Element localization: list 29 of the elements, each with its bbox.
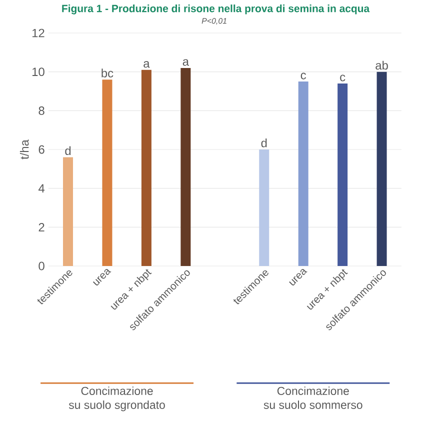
text: Concimazione su suolo sommerso	[264, 386, 362, 409]
data-label: ab	[376, 60, 388, 70]
x-tick-label: urea	[289, 268, 308, 286]
y-tick-label: 4	[38, 184, 45, 192]
bar	[298, 82, 308, 266]
y-tick-label: 6	[38, 145, 44, 154]
data-label: a	[182, 59, 189, 66]
data-label: bc	[102, 68, 114, 78]
bar	[338, 83, 348, 266]
data-label: a	[144, 61, 150, 68]
bar	[102, 80, 112, 266]
y-tick-label: 12	[32, 28, 44, 38]
y-tick-label: 8	[38, 106, 44, 115]
bar	[376, 72, 387, 266]
y-tick-label: 0	[38, 262, 44, 270]
y-axis-title: t/ha	[20, 140, 29, 160]
y-tick-label: 10	[32, 68, 44, 76]
data-label: c	[300, 72, 306, 80]
chart-title: Figura 1 - Produzione di risone nella prova di semina in acqua	[62, 4, 370, 14]
bar	[259, 150, 270, 266]
text: Concimazione su suolo sgrondato	[68, 386, 165, 412]
data-label: d	[261, 138, 267, 148]
data-label: c	[340, 74, 346, 82]
y-tick-label: 2	[38, 222, 44, 232]
bar	[180, 68, 191, 266]
bar	[63, 157, 73, 266]
data-label: d	[65, 146, 71, 156]
x-tick-label: urea	[92, 268, 112, 286]
bar	[141, 70, 152, 266]
